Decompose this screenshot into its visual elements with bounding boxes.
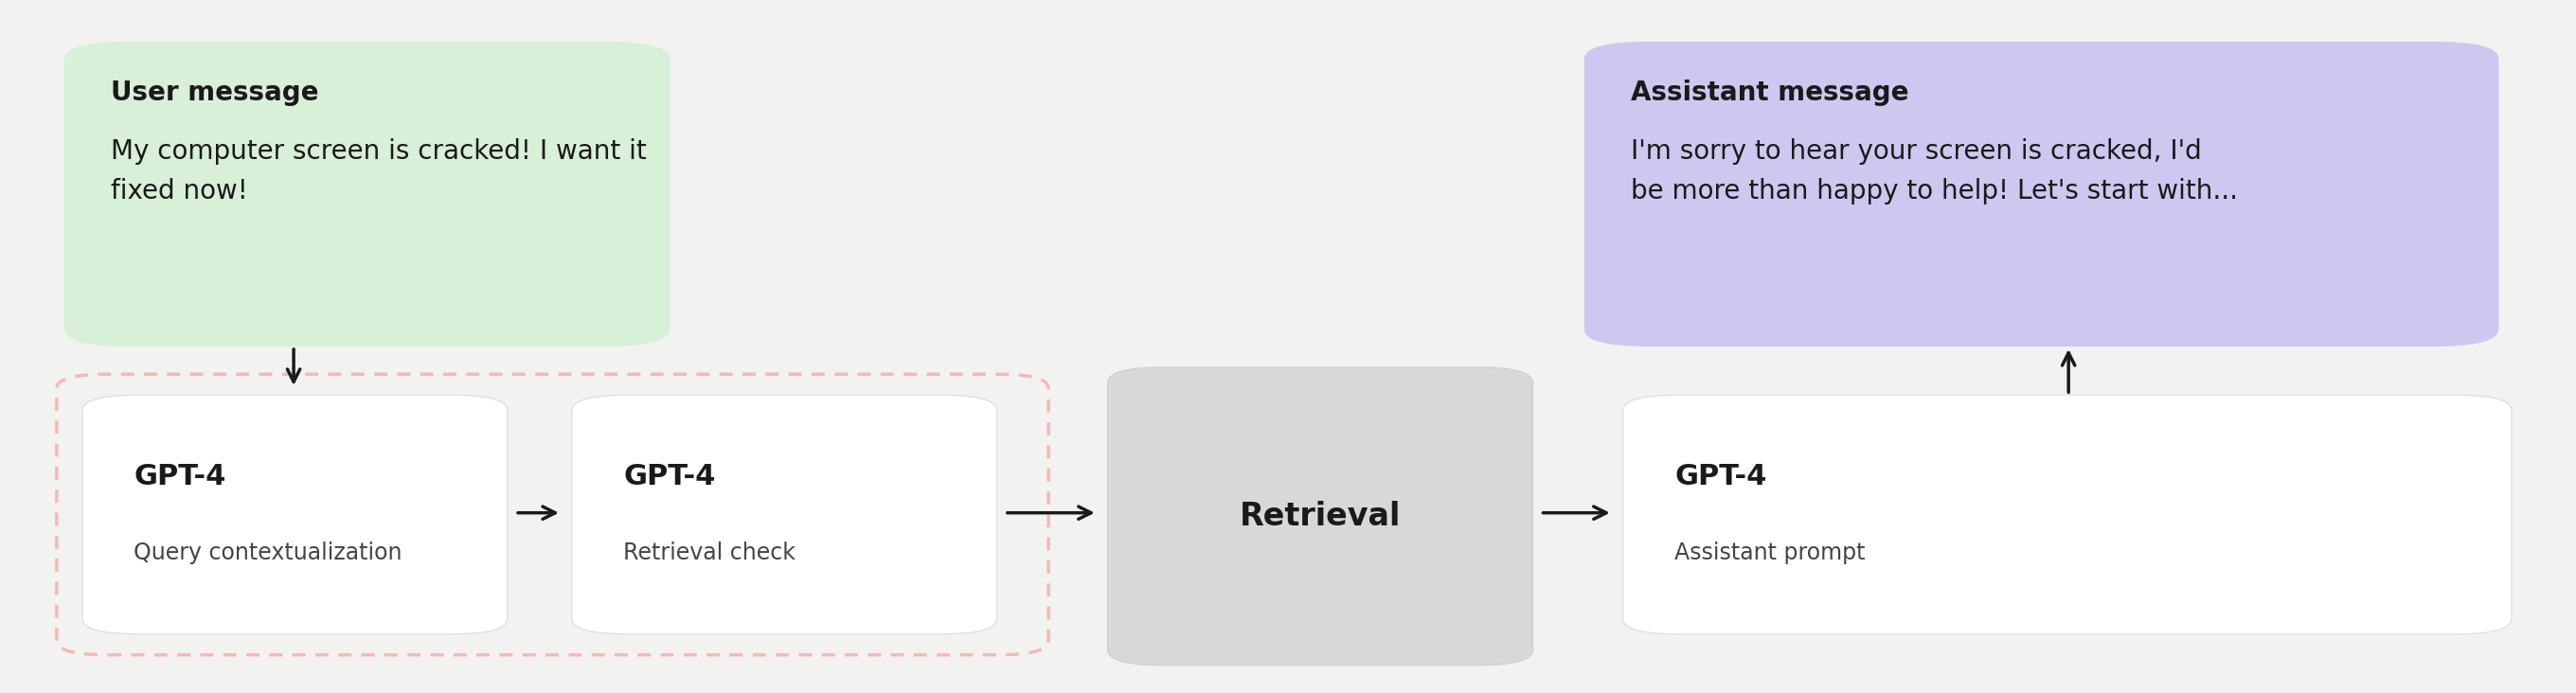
- FancyBboxPatch shape: [572, 395, 997, 634]
- Text: GPT-4: GPT-4: [134, 463, 227, 490]
- Text: Query contextualization: Query contextualization: [134, 541, 402, 564]
- Text: I'm sorry to hear your screen is cracked, I'd
be more than happy to help! Let's : I'm sorry to hear your screen is cracked…: [1631, 139, 2239, 204]
- Text: Assistant prompt: Assistant prompt: [1674, 541, 1865, 564]
- Text: GPT-4: GPT-4: [623, 463, 716, 490]
- Text: GPT-4: GPT-4: [1674, 463, 1767, 490]
- Text: Retrieval: Retrieval: [1239, 500, 1401, 532]
- FancyBboxPatch shape: [64, 42, 670, 346]
- FancyBboxPatch shape: [1108, 367, 1533, 665]
- Text: User message: User message: [111, 80, 319, 106]
- Text: Retrieval check: Retrieval check: [623, 541, 796, 564]
- FancyBboxPatch shape: [82, 395, 507, 634]
- FancyBboxPatch shape: [1623, 395, 2512, 634]
- Text: Assistant message: Assistant message: [1631, 80, 1909, 106]
- Text: My computer screen is cracked! I want it
fixed now!: My computer screen is cracked! I want it…: [111, 139, 647, 204]
- FancyBboxPatch shape: [1584, 42, 2499, 346]
